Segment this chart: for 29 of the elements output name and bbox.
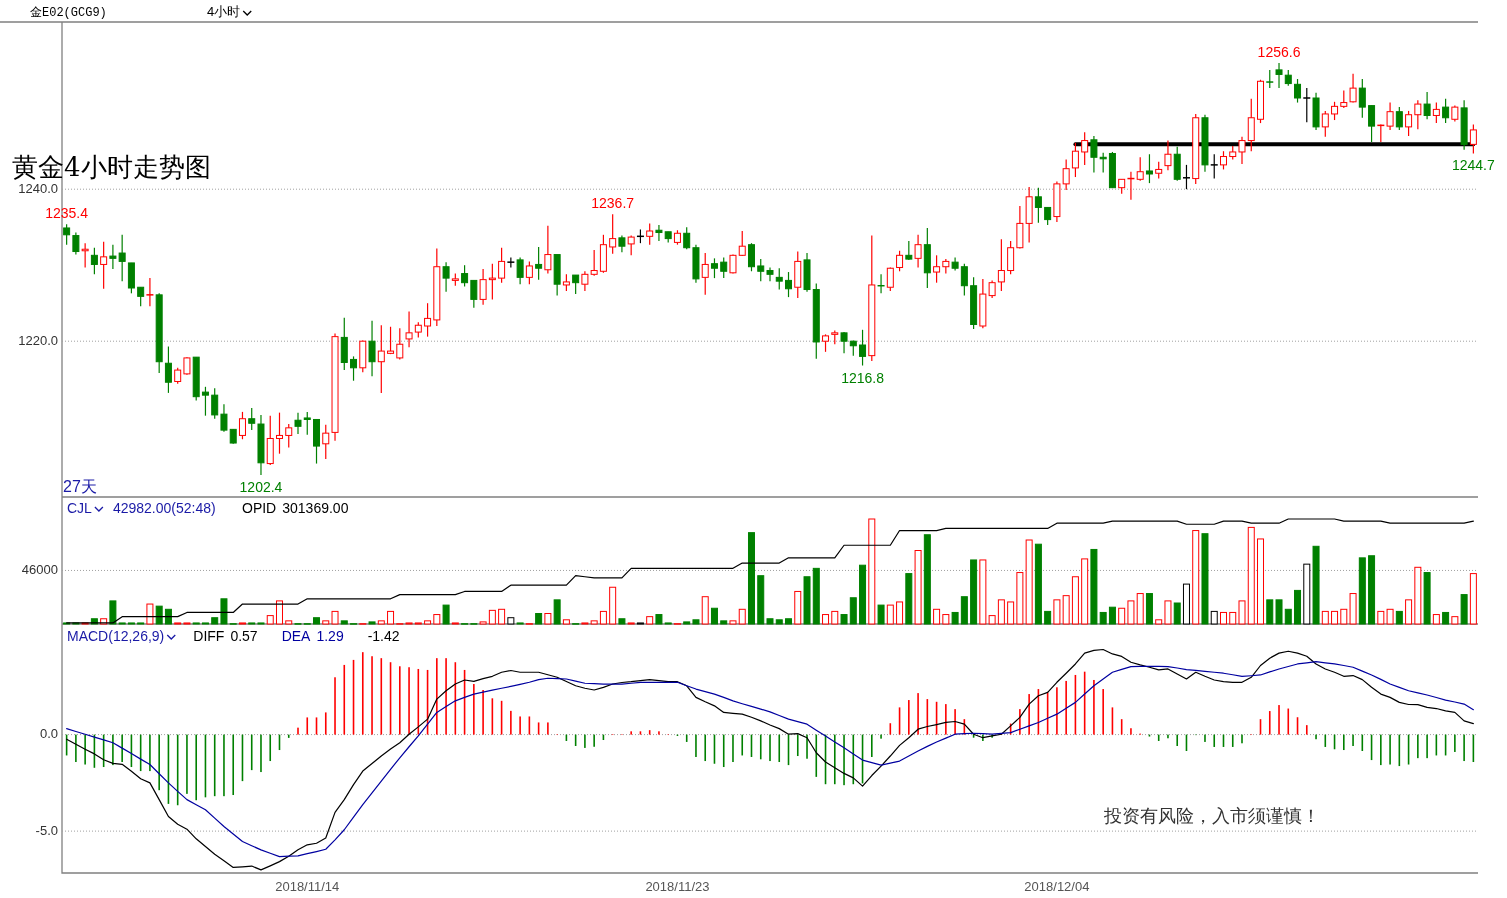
text: DEA [281, 628, 312, 644]
annotation: 1.29 [316, 628, 344, 644]
y-tick-label: 0.0 [39, 726, 58, 742]
annotation: 1236.7 [591, 195, 635, 212]
text: 黄金4小时走势图 [12, 152, 211, 182]
annotation: 1256.6 [1257, 44, 1301, 61]
y-tick-label: -5.0 [35, 822, 58, 838]
x-tick-label: 2018/11/14 [275, 879, 340, 894]
text: OPID [242, 500, 277, 516]
chart-subtitle: 金E02(GCG9) [30, 6, 107, 20]
text: 42982.00(52:48) [112, 500, 216, 516]
annotation: 0.57 [230, 628, 258, 644]
annotation: 1202.4 [239, 478, 283, 495]
text: 4小时 [207, 4, 241, 19]
y-tick-label: 1240.0 [18, 180, 58, 196]
text: 301369.00 [282, 500, 349, 516]
text: 46000 [21, 561, 58, 577]
x-tick-label: 2018/12/04 [1024, 879, 1090, 894]
annotation: 27天 [63, 478, 97, 495]
annotation: 投资有风险，入市须谨慎！ [1103, 805, 1320, 826]
text: CJL [67, 500, 93, 516]
chart-title: MACD(12,26,9) [67, 628, 165, 644]
annotation: 1244.7 [1451, 157, 1495, 174]
annotation: 1235.4 [45, 205, 89, 222]
y-tick-label: 1220.0 [18, 332, 58, 348]
x-tick-label: 2018/11/23 [645, 879, 710, 894]
annotation: 1216.8 [841, 369, 885, 386]
text: DIFF [193, 628, 225, 644]
annotation: -1.42 [367, 628, 400, 644]
